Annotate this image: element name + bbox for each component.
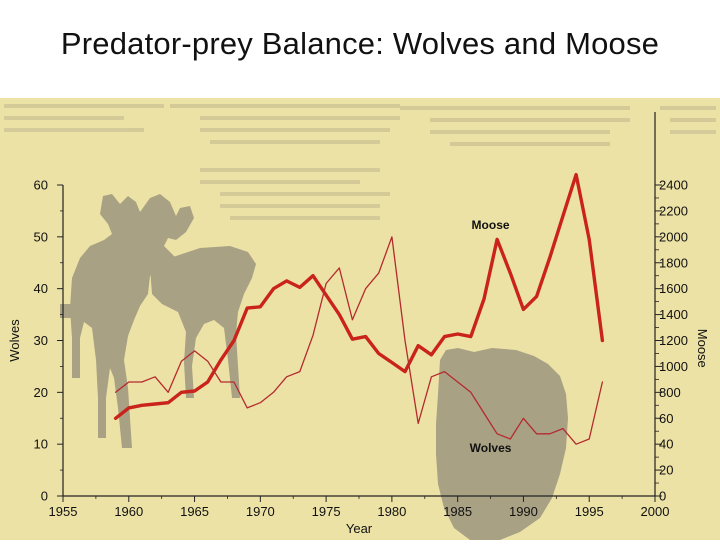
wolves-series-label: Wolves (470, 441, 512, 455)
x-tick-label: 1975 (312, 504, 341, 519)
y-right-tick-label: 800 (659, 385, 681, 400)
moose-silhouette-icon (60, 194, 256, 448)
x-tick-label: 1970 (246, 504, 275, 519)
x-axis-label: Year (346, 521, 373, 536)
y-right-tick-label: 1000 (659, 359, 688, 374)
moose-series-label: Moose (472, 218, 510, 232)
x-tick-label: 1985 (443, 504, 472, 519)
x-tick-label: 2000 (641, 504, 670, 519)
y-left-axis-label: Wolves (7, 319, 22, 362)
y-left-tick-label: 20 (34, 385, 48, 400)
y-right-tick-label: 1600 (659, 281, 688, 296)
moose-series-line (113, 172, 605, 420)
y-right-tick-label: 20 (659, 463, 673, 478)
y-right-tick-label: 2400 (659, 178, 688, 193)
y-left-tick-label: 30 (34, 333, 48, 348)
labels-layer: 1955 1960 1965 1970 1975 1980 1985 1990 1995 2000… (7, 178, 710, 537)
chart-figure: 1955 1960 1965 1970 1975 1980 1985 1990 1995 2000… (0, 98, 720, 540)
y-right-axis-label: Moose (695, 329, 710, 368)
y-right-tick-label: 2000 (659, 229, 688, 244)
y-right-tick-label: 60 (659, 411, 673, 426)
x-tick-label: 1955 (49, 504, 78, 519)
x-tick-label: 1980 (377, 504, 406, 519)
y-right-tick-label: 1800 (659, 255, 688, 270)
y-right-tick-label: 1400 (659, 307, 688, 322)
x-tick-label: 1990 (509, 504, 538, 519)
x-tick-label: 1965 (180, 504, 209, 519)
slide-title: Predator-prey Balance: Wolves and Moose (60, 26, 660, 61)
y-right-tick-label: 2200 (659, 203, 688, 218)
wolves-series-line (114, 236, 604, 445)
axes-layer (57, 112, 662, 502)
x-tick-label: 1960 (114, 504, 143, 519)
y-left-tick-label: 40 (34, 281, 48, 296)
y-left-tick-label: 0 (41, 489, 48, 504)
y-left-tick-label: 50 (34, 229, 48, 244)
predator-prey-chart: 1955 1960 1965 1970 1975 1980 1985 1990 1995 2000… (0, 98, 720, 540)
y-right-tick-label: 40 (659, 437, 673, 452)
y-right-tick-label: 1200 (659, 333, 688, 348)
x-tick-label: 1995 (575, 504, 604, 519)
page-bleed-texture (4, 104, 716, 220)
y-left-tick-label: 10 (34, 437, 48, 452)
y-left-tick-label: 60 (34, 178, 48, 193)
bear-silhouette-icon (436, 348, 568, 540)
series-layer (113, 172, 605, 445)
y-right-tick-label: 0 (659, 489, 666, 504)
